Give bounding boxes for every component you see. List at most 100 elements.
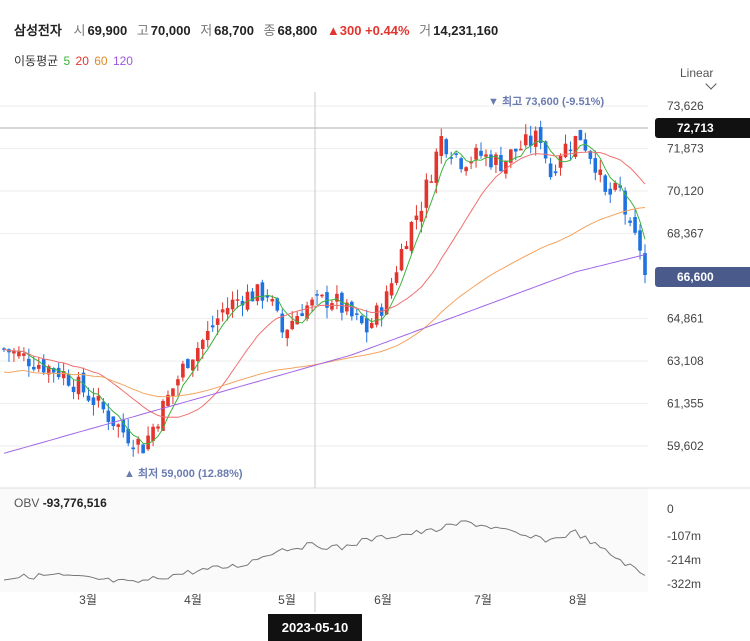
candle-body: [161, 400, 165, 431]
candle-body: [156, 426, 160, 429]
candle-body: [27, 358, 31, 367]
candle-body: [181, 363, 185, 378]
candle-body: [578, 129, 583, 141]
price-tick-label: 61,355: [667, 397, 704, 411]
high-value: 70,000: [150, 23, 191, 38]
candle-body: [22, 353, 26, 356]
obv-label: OBV: [14, 496, 40, 510]
candle-body: [404, 246, 409, 250]
candle-body: [146, 435, 150, 450]
candle-body: [429, 181, 434, 183]
candle-body: [419, 210, 424, 222]
obv-background: [0, 488, 648, 592]
candle-body: [638, 230, 642, 251]
candle-body: [354, 313, 359, 315]
candle-body: [335, 293, 339, 302]
candle-body: [270, 299, 275, 302]
candle-body: [191, 359, 195, 371]
candle-body: [230, 299, 235, 310]
candle-body: [499, 155, 503, 172]
candle-body: [593, 158, 598, 173]
candle-body: [295, 315, 299, 325]
open-value: 69,900: [87, 23, 128, 38]
moving-average-lines: [3, 139, 646, 454]
volume-label: 거: [419, 23, 432, 38]
candle-body: [101, 401, 106, 410]
candle-body: [171, 388, 175, 396]
open-label: 시: [73, 23, 86, 38]
obv-value: -93,776,516: [42, 496, 107, 510]
ma5-line: [3, 139, 646, 445]
ma20-label: 20: [75, 54, 89, 68]
candle-body: [176, 379, 180, 386]
price-tick-label: 68,367: [667, 227, 704, 241]
candles: [2, 120, 647, 457]
candle-body: [131, 447, 135, 450]
candle-body: [300, 313, 304, 316]
price-tick-label: 63,108: [667, 354, 704, 368]
candle-body: [409, 222, 414, 251]
quote-header: 삼성전자 시 69,900 고 70,000 저 68,700 종 68,800 ▲30…: [14, 20, 504, 39]
high-annotation: ▼ 최고 73,600 (-9.51%): [488, 96, 605, 108]
obv-tick-label: -214m: [667, 553, 701, 567]
crosshair-date-tag: 2023-05-10: [268, 614, 362, 641]
candle-body: [71, 386, 76, 393]
candle-body: [568, 149, 573, 152]
candle-body: [459, 158, 463, 170]
candle-body: [514, 148, 518, 152]
candle-body: [91, 397, 96, 405]
candle-body: [364, 318, 369, 333]
candle-body: [509, 149, 513, 163]
candle-body: [384, 291, 389, 315]
low-value: 68,700: [214, 23, 254, 38]
candle-body: [280, 313, 285, 333]
scale-selector[interactable]: Linear: [680, 66, 717, 90]
time-axis: 3월 4월 5월 6월 7월 8월: [79, 593, 587, 607]
candle-body: [598, 169, 603, 176]
ma60-label: 60: [94, 54, 108, 68]
price-tick-label: 71,873: [667, 142, 704, 156]
ma60-line: [3, 207, 646, 398]
candle-body: [81, 372, 86, 393]
candle-body: [240, 300, 245, 306]
candle-body: [310, 299, 314, 306]
month-label: 3월: [79, 593, 97, 607]
candle-body: [305, 305, 309, 319]
ma-legend: 이동평균 5 20 60 120: [14, 52, 133, 69]
price-tick-label: 73,626: [667, 99, 704, 113]
candle-body: [285, 329, 290, 339]
obv-tick-label: -107m: [667, 529, 701, 543]
obv-tick-label: 0: [667, 502, 674, 516]
price-tick-label: 64,861: [667, 312, 704, 326]
candle-body: [121, 419, 126, 433]
candle-body: [116, 424, 121, 427]
price-tick-label: 59,602: [667, 439, 704, 453]
candle-body: [36, 364, 41, 369]
obv-tick-label: -322m: [667, 577, 701, 591]
candle-body: [464, 167, 468, 172]
candle-body: [186, 359, 190, 368]
low-label: 저: [200, 23, 213, 38]
candle-body: [330, 303, 334, 310]
candle-body: [454, 153, 458, 155]
candle-body: [538, 127, 543, 143]
candle-body: [543, 141, 548, 159]
candle-body: [255, 284, 260, 302]
candle-body: [345, 302, 349, 312]
candle-body: [195, 347, 200, 362]
candle-body: [215, 318, 220, 325]
candle-body: [583, 139, 588, 151]
candle-body: [474, 147, 478, 160]
low-annotation: ▲ 최저 59,000 (12.88%): [124, 468, 243, 480]
candle-body: [76, 376, 81, 395]
candle-body: [2, 348, 6, 350]
candle-body: [32, 366, 36, 370]
candle-body: [608, 188, 613, 195]
candle-body: [12, 351, 16, 354]
ma120-line: [3, 254, 646, 454]
candle-body: [315, 294, 319, 296]
price-axis: 73,626 71,873 70,120 68,367 64,861 63,108 61,3…: [667, 99, 704, 453]
candle-body: [439, 136, 444, 156]
candle-body: [200, 339, 205, 349]
